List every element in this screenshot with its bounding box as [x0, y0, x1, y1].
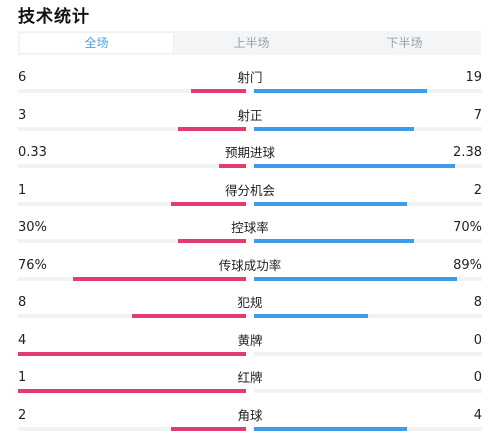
home-value: 4	[18, 332, 27, 348]
away-bar	[254, 89, 428, 93]
home-value: 76%	[18, 257, 47, 273]
home-bar-track	[18, 276, 246, 281]
home-bar	[177, 239, 246, 243]
home-bar-track	[18, 201, 246, 206]
home-value: 0.33	[18, 145, 47, 160]
away-value: 0	[473, 332, 482, 348]
stat-label: 得分机会	[224, 182, 275, 198]
home-value: 3	[18, 107, 27, 123]
home-bar	[18, 389, 246, 393]
home-bar	[132, 314, 246, 318]
home-bar	[170, 201, 246, 206]
away-bar	[254, 239, 414, 243]
home-bar-track	[18, 314, 246, 318]
stat-row-corners: 2 角球 4	[0, 408, 500, 445]
away-bar-track	[254, 276, 482, 281]
stat-label: 犯规	[237, 295, 263, 310]
home-bar	[177, 126, 246, 131]
home-value: 8	[18, 295, 27, 310]
tab-first-half[interactable]: 上半场	[233, 36, 270, 50]
away-value: 0	[473, 370, 482, 385]
home-bar	[18, 351, 246, 356]
away-bar	[254, 426, 407, 431]
home-bar-track	[18, 426, 246, 431]
away-bar-track	[254, 426, 482, 431]
home-value: 1	[18, 370, 27, 385]
away-value: 19	[465, 70, 482, 85]
away-value: 89%	[453, 257, 482, 273]
stat-label: 射门	[237, 70, 263, 85]
stat-row-fouls: 8 犯规 8	[0, 295, 500, 332]
home-bar-track	[18, 239, 246, 243]
away-value: 2.38	[453, 145, 482, 160]
home-bar-track	[18, 164, 246, 168]
home-bar-track	[18, 351, 246, 356]
stat-row-possession: 30% 控球率 70%	[0, 220, 500, 257]
away-bar-track	[254, 239, 482, 243]
home-bar-track	[18, 389, 246, 393]
away-value: 7	[473, 107, 482, 123]
home-value: 1	[18, 182, 27, 198]
home-value: 30%	[18, 220, 47, 235]
away-bar-track	[254, 164, 482, 168]
stat-row-scoring-chances: 1 得分机会 2	[0, 183, 500, 220]
stat-row-pass-accuracy: 76% 传球成功率 89%	[0, 258, 500, 295]
home-bar-track	[18, 126, 246, 131]
home-bar	[170, 426, 246, 431]
stat-label: 预期进球	[224, 145, 275, 160]
stat-row-red-cards: 1 红牌 0	[0, 370, 500, 407]
home-bar	[191, 89, 246, 93]
tab-full-match[interactable]: 全场	[19, 32, 174, 54]
away-value: 4	[473, 407, 482, 423]
home-value: 2	[18, 407, 27, 423]
stat-label: 红牌	[237, 370, 263, 385]
away-bar-track	[254, 89, 482, 93]
away-bar-track	[254, 201, 482, 206]
away-value: 8	[473, 295, 482, 310]
away-bar	[254, 201, 407, 206]
period-tabs: 全场 上半场 下半场	[18, 31, 481, 55]
away-bar-track	[254, 314, 482, 318]
away-value: 2	[473, 182, 482, 198]
home-bar-track	[18, 89, 246, 93]
stat-row-shots: 6 射门 19	[0, 70, 500, 107]
stat-label: 传球成功率	[218, 257, 282, 273]
away-value: 70%	[453, 220, 482, 235]
stat-row-shots-on-target: 3 射正 7	[0, 108, 500, 145]
away-bar	[254, 276, 457, 281]
home-bar	[72, 276, 246, 281]
stat-label: 控球率	[231, 220, 269, 235]
away-bar	[254, 164, 455, 168]
stat-label: 角球	[237, 407, 263, 423]
tab-second-half[interactable]: 下半场	[386, 36, 423, 50]
away-bar-track	[254, 389, 482, 393]
stat-label: 黄牌	[237, 332, 263, 348]
away-bar	[254, 314, 368, 318]
stat-label: 射正	[237, 107, 263, 123]
away-bar-track	[254, 126, 482, 131]
stat-row-expected-goals: 0.33 预期进球 2.38	[0, 145, 500, 182]
away-bar-track	[254, 351, 482, 356]
home-value: 6	[18, 70, 27, 85]
page-title: 技术统计	[18, 7, 90, 27]
home-bar	[218, 164, 246, 168]
away-bar	[254, 126, 414, 131]
stat-row-yellow-cards: 4 黄牌 0	[0, 333, 500, 370]
